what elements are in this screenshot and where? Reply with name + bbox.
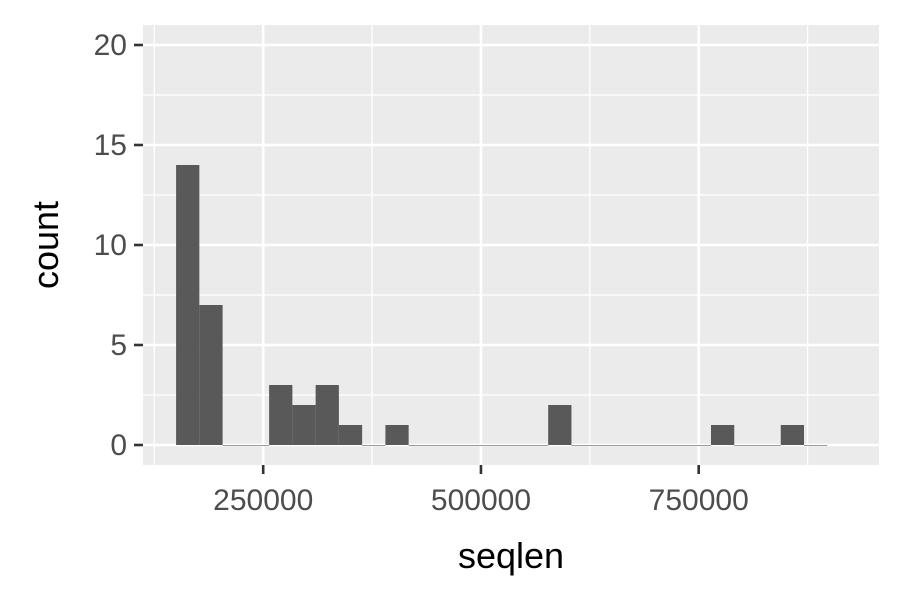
y-axis: 0 5 10 15 20 [94,29,143,462]
y-tick-label: 20 [94,29,127,62]
histogram-bar [315,385,339,445]
histogram-bar [641,445,665,446]
histogram-bar [338,425,363,445]
histogram-bar [385,425,409,445]
histogram-bar [455,445,479,446]
histogram-bar [408,445,432,446]
histogram-bar [687,445,711,446]
histogram-bar [548,405,572,445]
histogram-bar [222,445,246,446]
y-axis-title: count [25,201,66,289]
histogram-bar [710,425,735,445]
histogram-bar [594,445,618,446]
histogram-bar [362,445,386,446]
histogram-bar [757,445,781,446]
histogram-bar [664,445,688,446]
y-tick-label: 15 [94,129,127,162]
y-tick-label: 5 [110,329,127,362]
histogram-bars [176,165,828,446]
histogram-bar [199,305,223,445]
x-axis-title: seqlen [458,535,564,576]
y-tick-label: 10 [94,229,127,262]
histogram-bar [571,445,595,446]
histogram-bar [176,165,200,445]
y-tick-label: 0 [110,429,127,462]
histogram-bar [245,445,270,446]
histogram-bar [780,425,805,445]
histogram-bar [292,405,316,445]
histogram-bar [804,445,828,446]
histogram-bar [269,385,293,445]
histogram-bar [734,445,758,446]
x-tick-label: 500000 [431,484,531,517]
histogram-bar [501,445,525,446]
histogram-bar [431,445,456,446]
x-tick-label: 250000 [213,484,313,517]
histogram-bar [524,445,549,446]
histogram-bar [478,445,502,446]
histogram-bar [617,445,642,446]
x-tick-label: 750000 [649,484,749,517]
x-axis: 250000 500000 750000 [213,465,749,517]
